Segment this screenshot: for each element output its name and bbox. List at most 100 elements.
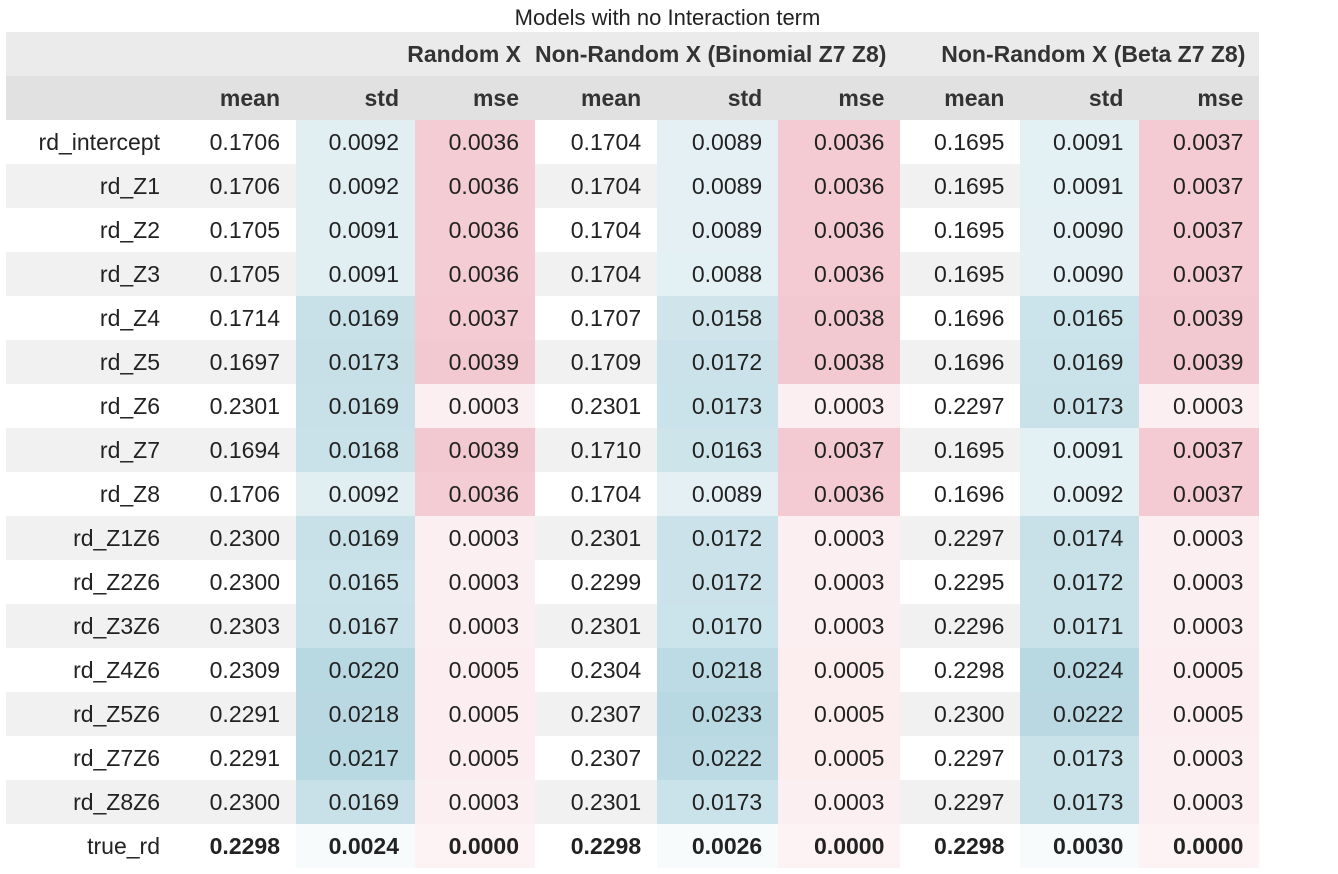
cell-std: 0.0163 [657,428,779,472]
cell-mean: 0.1694 [176,428,296,472]
cell-std: 0.0222 [657,736,779,780]
cell-mean: 0.2309 [176,648,296,692]
cell-mse: 0.0036 [778,252,901,296]
cell-std: 0.0169 [296,516,415,560]
cell-mean: 0.1695 [900,120,1021,164]
col-header-std: std [1020,76,1140,120]
cell-std: 0.0030 [1020,824,1140,868]
cell-mse: 0.0036 [415,164,535,208]
table-row: true_rd 0.2298 0.0024 0.0000 0.2298 0.0026 0.0… [6,824,1260,868]
cell-std: 0.0173 [296,340,415,384]
cell-std: 0.0091 [1020,428,1140,472]
cell-mean: 0.2298 [535,824,658,868]
col-header-std: std [657,76,779,120]
cell-std: 0.0092 [1020,472,1140,516]
cell-std: 0.0169 [1020,340,1140,384]
sub-header-row: mean std mse mean std mse mean std mse [6,76,1260,120]
table-row: rd_Z8Z6 0.2300 0.0169 0.0003 0.2301 0.0173 0.0… [6,780,1260,824]
cell-mean: 0.2301 [535,604,658,648]
cell-mse: 0.0038 [778,340,901,384]
cell-mean: 0.2299 [535,560,658,604]
cell-mse: 0.0037 [415,296,535,340]
cell-std: 0.0089 [657,120,779,164]
row-label: rd_intercept [6,120,176,164]
cell-std: 0.0169 [296,780,415,824]
cell-mse: 0.0037 [1139,208,1260,252]
cell-mse: 0.0003 [1139,384,1260,428]
cell-std: 0.0026 [657,824,779,868]
cell-mse: 0.0003 [778,516,901,560]
cell-std: 0.0092 [296,164,415,208]
cell-std: 0.0173 [1020,736,1140,780]
cell-std: 0.0173 [657,780,779,824]
cell-mse: 0.0039 [415,428,535,472]
group-header-row: Random X Non-Random X (Binomial Z7 Z8) N… [6,32,1260,76]
cell-std: 0.0172 [657,560,779,604]
row-label: rd_Z7Z6 [6,736,176,780]
table-row: rd_Z6 0.2301 0.0169 0.0003 0.2301 0.0173 0.000… [6,384,1260,428]
cell-mean: 0.1706 [176,120,296,164]
cell-mean: 0.1695 [900,428,1021,472]
group-header-nonrandom-binomial: Non-Random X (Binomial Z7 Z8) [535,32,901,76]
table-row: rd_Z5Z6 0.2291 0.0218 0.0005 0.2307 0.0233 0.0… [6,692,1260,736]
cell-std: 0.0091 [1020,164,1140,208]
cell-std: 0.0172 [657,516,779,560]
cell-mean: 0.2298 [900,648,1021,692]
cell-std: 0.0089 [657,164,779,208]
cell-mean: 0.2300 [900,692,1021,736]
group-header-random-x: Random X [176,32,535,76]
cell-mean: 0.1714 [176,296,296,340]
cell-mse: 0.0005 [415,648,535,692]
cell-mse: 0.0000 [415,824,535,868]
cell-mse: 0.0036 [415,472,535,516]
cell-std: 0.0090 [1020,208,1140,252]
cell-mean: 0.1696 [900,472,1021,516]
cell-std: 0.0024 [296,824,415,868]
col-header-std: std [296,76,415,120]
cell-mse: 0.0036 [778,208,901,252]
row-label: rd_Z2 [6,208,176,252]
cell-mse: 0.0003 [1139,516,1260,560]
cell-mse: 0.0037 [1139,164,1260,208]
cell-mse: 0.0003 [1139,780,1260,824]
row-label: true_rd [6,824,176,868]
cell-std: 0.0165 [296,560,415,604]
col-header-mse: mse [1139,76,1260,120]
table-body: rd_intercept 0.1706 0.0092 0.0036 0.1704 0.00… [6,120,1260,868]
cell-mean: 0.2300 [176,560,296,604]
results-table: Random X Non-Random X (Binomial Z7 Z8) N… [6,32,1260,868]
cell-mse: 0.0000 [778,824,901,868]
cell-mse: 0.0036 [415,252,535,296]
cell-mean: 0.1696 [900,340,1021,384]
cell-mean: 0.2297 [900,736,1021,780]
cell-mean: 0.1706 [176,472,296,516]
cell-std: 0.0218 [657,648,779,692]
table-row: rd_Z4 0.1714 0.0169 0.0037 0.1707 0.0158 0.003… [6,296,1260,340]
cell-mse: 0.0039 [415,340,535,384]
cell-mean: 0.2300 [176,516,296,560]
table-row: rd_Z7 0.1694 0.0168 0.0039 0.1710 0.0163 0.003… [6,428,1260,472]
cell-std: 0.0220 [296,648,415,692]
cell-std: 0.0089 [657,472,779,516]
cell-mse: 0.0003 [415,516,535,560]
cell-mean: 0.1705 [176,252,296,296]
cell-mean: 0.1697 [176,340,296,384]
cell-mse: 0.0003 [415,780,535,824]
row-label: rd_Z4 [6,296,176,340]
cell-std: 0.0092 [296,472,415,516]
cell-mean: 0.2304 [535,648,658,692]
table-row: rd_Z7Z6 0.2291 0.0217 0.0005 0.2307 0.0222 0.0… [6,736,1260,780]
table-row: rd_intercept 0.1706 0.0092 0.0036 0.1704 0.00… [6,120,1260,164]
row-label: rd_Z4Z6 [6,648,176,692]
index-header-cell [6,76,176,120]
row-label: rd_Z3 [6,252,176,296]
table-row: rd_Z3Z6 0.2303 0.0167 0.0003 0.2301 0.0170 0.0… [6,604,1260,648]
cell-mean: 0.1707 [535,296,658,340]
table-row: rd_Z2 0.1705 0.0091 0.0036 0.1704 0.0089 0.003… [6,208,1260,252]
cell-mean: 0.1695 [900,252,1021,296]
cell-mse: 0.0036 [778,120,901,164]
cell-mse: 0.0003 [778,604,901,648]
cell-mse: 0.0037 [778,428,901,472]
cell-mean: 0.2307 [535,736,658,780]
cell-mse: 0.0036 [778,164,901,208]
